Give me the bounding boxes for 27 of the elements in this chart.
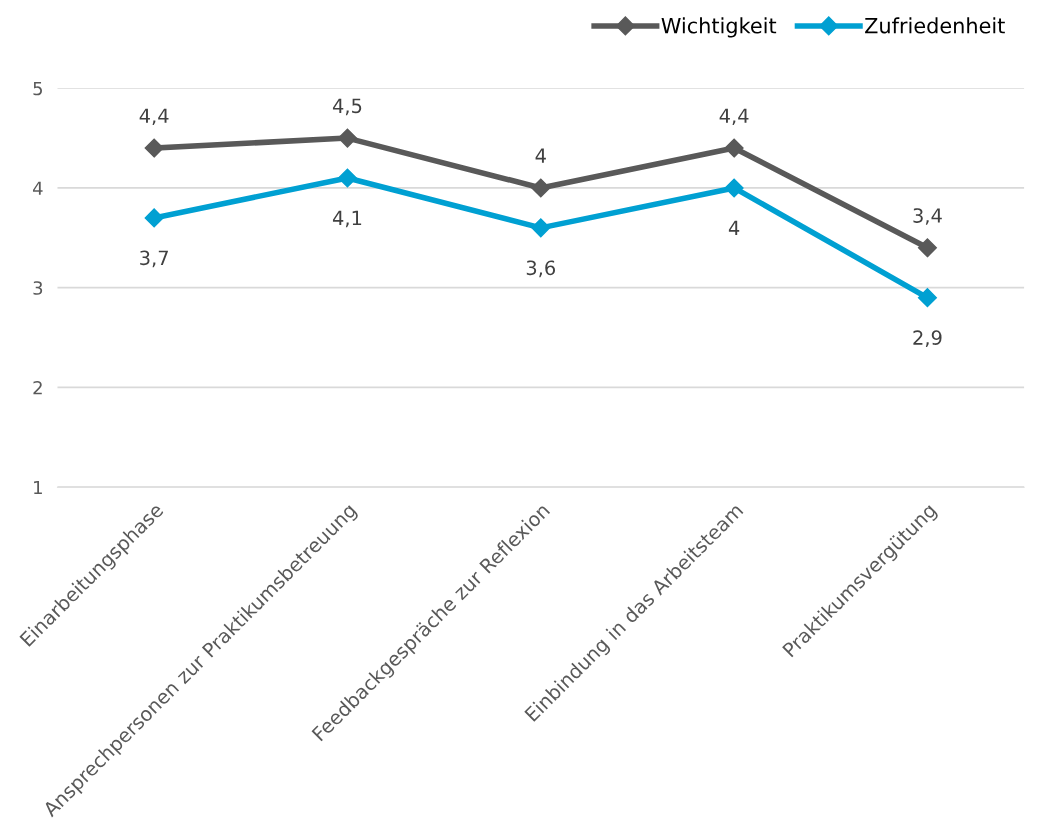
data-label: 3,6 [526,260,556,278]
legend-label: Zufriedenheit [865,17,1005,34]
y-tick-label: 3 [33,281,43,295]
point [144,208,164,228]
point [917,238,937,258]
y-tick-label: 2 [33,380,42,395]
y-tick-label: 1 [34,480,42,495]
data-label: 4,4 [139,108,169,126]
point [337,168,357,188]
data-label: 4,1 [332,210,362,228]
point [531,178,551,198]
point [917,288,937,308]
data-label: 3,7 [140,250,168,268]
data-label: 4 [728,220,740,235]
point [724,178,744,198]
data-label: 4,5 [332,98,362,116]
data-label: 4 [535,148,546,163]
point [531,218,551,238]
point [724,138,744,158]
point [337,128,357,148]
data-label: 4,4 [719,108,749,126]
data-label: 3,4 [913,208,942,225]
legend-label: Wichtigkeit [661,17,777,38]
y-tick-label: 4 [32,181,43,195]
point [144,138,164,158]
data-label: 2,9 [913,330,942,347]
y-tick-label: 5 [33,81,43,96]
